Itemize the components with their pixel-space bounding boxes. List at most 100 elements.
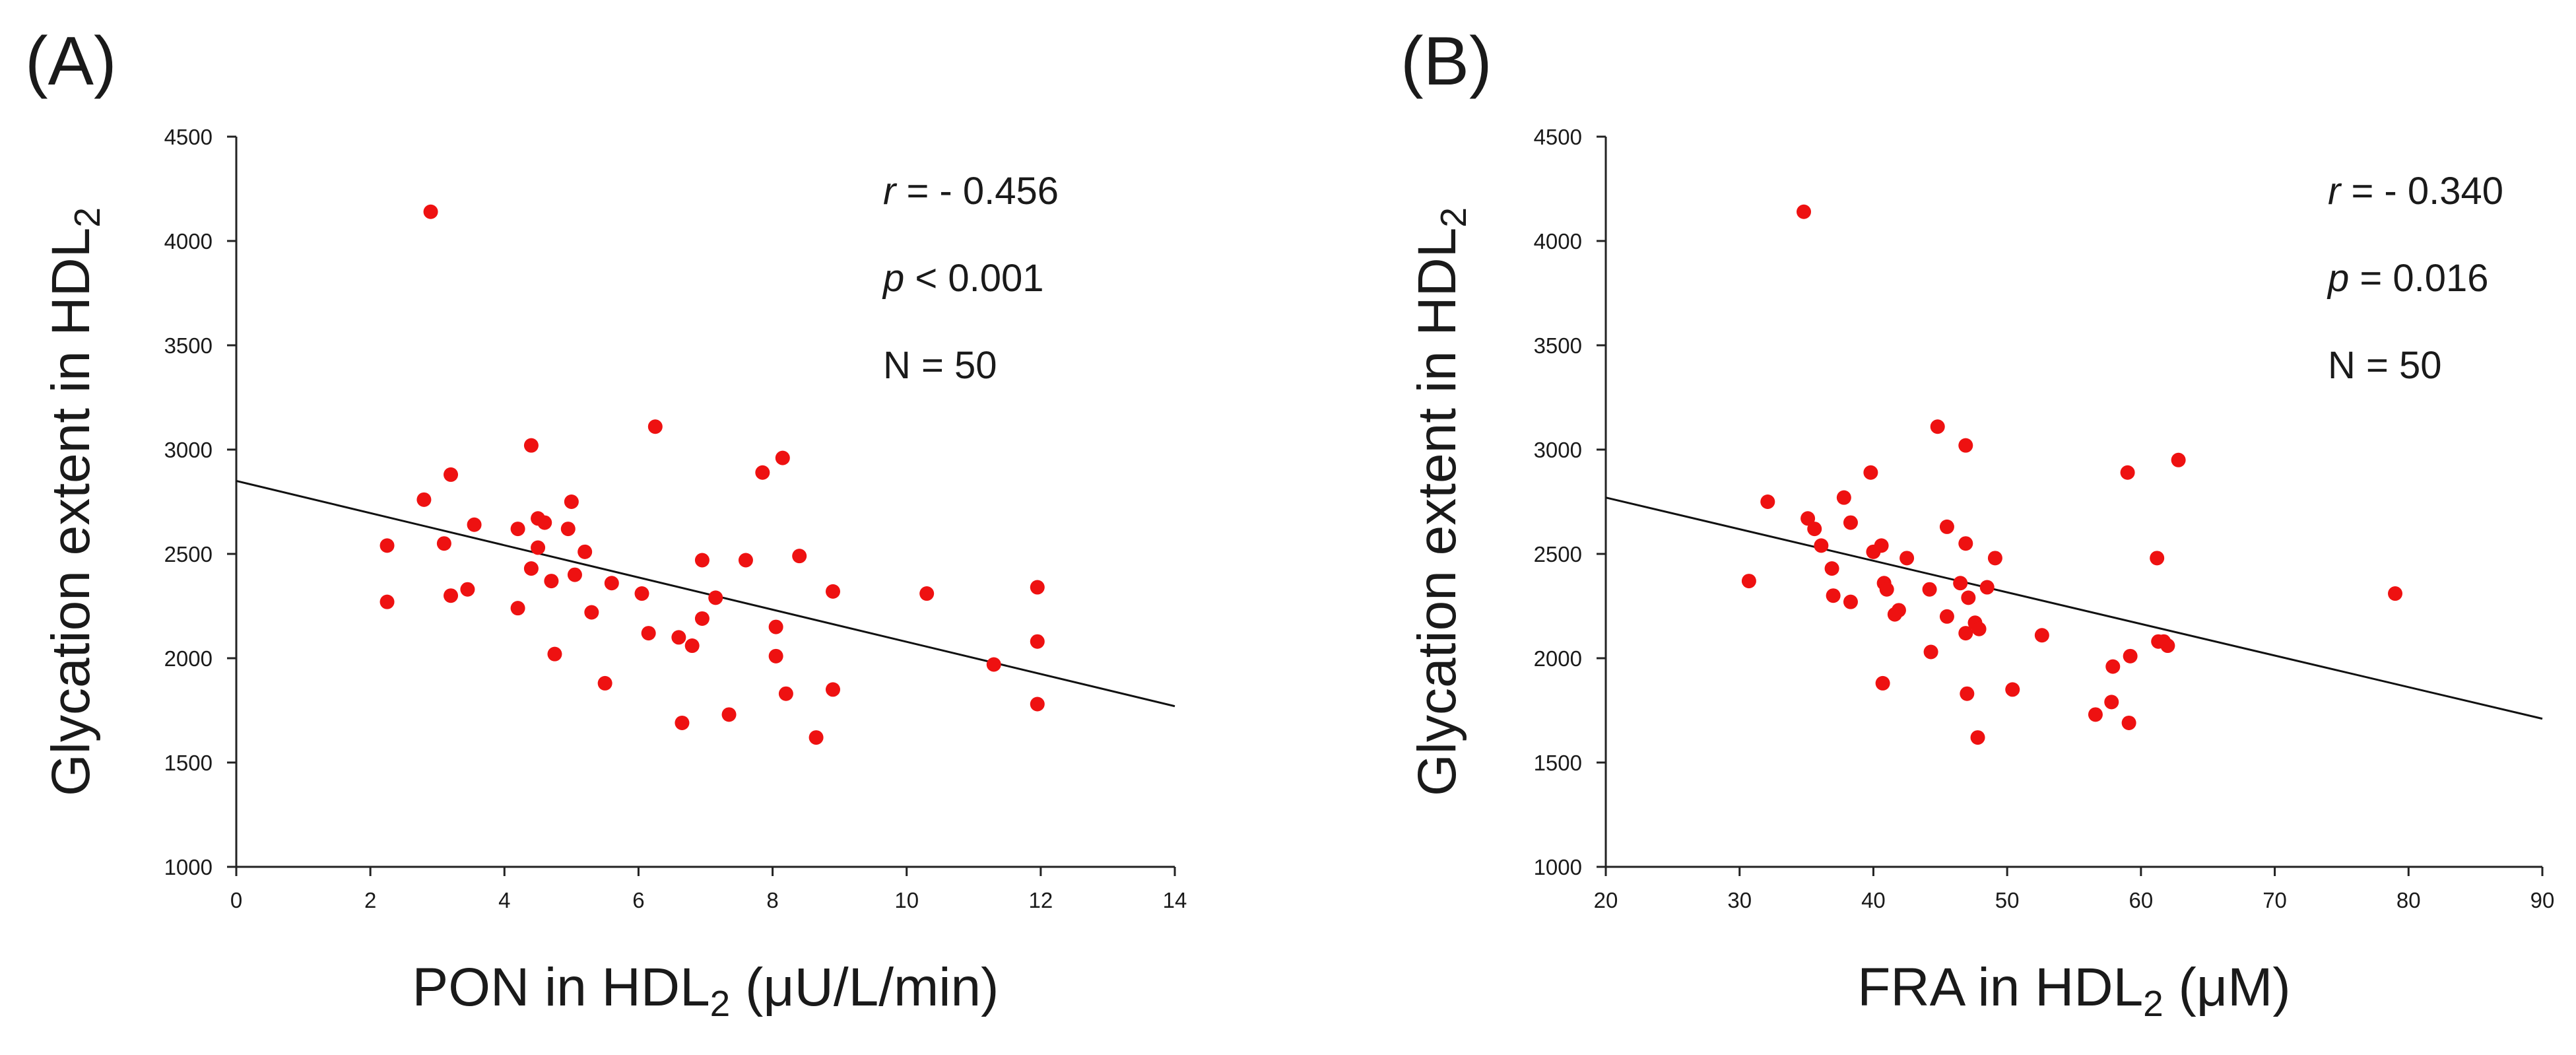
data-point: [416, 492, 432, 507]
data-point: [1899, 551, 1915, 566]
x-tick-label: 12: [1028, 888, 1053, 912]
data-point: [778, 686, 793, 701]
data-point: [510, 522, 525, 537]
x-tick-label: 14: [1163, 888, 1187, 912]
x-tick-label: 10: [894, 888, 919, 912]
stat-annotation: r = - 0.340: [2328, 170, 2503, 213]
x-tick-label: 6: [632, 888, 644, 912]
data-point: [1030, 580, 1045, 595]
data-point: [1939, 519, 1954, 534]
data-point: [694, 611, 710, 626]
y-tick-label: 2500: [164, 542, 213, 566]
x-tick-label: 70: [2262, 888, 2287, 912]
x-tick-label: 4: [498, 888, 510, 912]
data-point: [1814, 538, 1829, 553]
data-point: [578, 544, 593, 559]
data-point: [1760, 494, 1775, 509]
data-point: [1922, 582, 1937, 597]
y-tick-label: 1000: [164, 855, 213, 879]
panel-label: (B): [1401, 23, 1492, 100]
y-axis-title: Glycation extent in HDL2: [41, 207, 108, 796]
data-point: [1958, 438, 1973, 453]
x-tick-label: 60: [2129, 888, 2153, 912]
data-point: [2171, 452, 2186, 467]
data-point: [1939, 609, 1954, 624]
data-point: [1030, 697, 1045, 712]
y-tick-label: 2000: [1534, 646, 1582, 671]
data-point: [1961, 590, 1976, 605]
y-tick-label: 2000: [164, 646, 213, 671]
data-point: [597, 675, 612, 691]
data-point: [1030, 634, 1045, 649]
y-tick-label: 3000: [1534, 438, 1582, 462]
data-point: [444, 467, 459, 482]
data-point: [1923, 644, 1938, 660]
stat-annotation: r = - 0.456: [883, 170, 1059, 213]
data-point: [634, 586, 649, 601]
data-point: [531, 540, 546, 555]
data-point: [1979, 580, 1995, 595]
data-point: [2088, 707, 2103, 722]
x-tick-label: 2: [364, 888, 376, 912]
data-point: [460, 582, 475, 597]
data-point: [1953, 576, 1968, 591]
data-point: [2105, 659, 2121, 674]
data-point: [2005, 682, 2020, 697]
data-point: [2034, 628, 2049, 643]
data-point: [423, 204, 438, 219]
y-tick-label: 1500: [1534, 751, 1582, 775]
y-tick-label: 4500: [164, 125, 213, 149]
data-point: [523, 438, 539, 453]
data-point: [564, 494, 579, 509]
y-tick-label: 1500: [164, 751, 213, 775]
data-point: [584, 605, 599, 620]
x-axis-title: PON in HDL2 (μU/L/min): [413, 957, 999, 1024]
trendline: [236, 479, 1175, 708]
data-point: [2150, 551, 2165, 566]
data-point: [1800, 511, 1816, 526]
data-point: [1863, 465, 1878, 480]
data-point: [825, 682, 840, 697]
data-point: [792, 549, 807, 564]
data-point: [2104, 695, 2119, 710]
data-point: [1875, 675, 1890, 691]
stat-annotation: N = 50: [2328, 344, 2442, 387]
x-tick-label: 0: [230, 888, 242, 912]
data-point: [1826, 588, 1841, 603]
data-point: [694, 553, 710, 568]
data-point: [1960, 686, 1975, 701]
data-point: [1741, 574, 1756, 589]
data-point: [708, 590, 723, 605]
stat-annotation: N = 50: [883, 344, 997, 387]
data-point: [544, 574, 559, 589]
data-point: [768, 648, 783, 664]
data-point: [604, 576, 619, 591]
data-point: [2160, 638, 2175, 654]
data-point: [467, 517, 482, 532]
data-point: [380, 594, 395, 609]
data-point: [1970, 730, 1985, 745]
data-point: [721, 707, 737, 722]
data-point: [1879, 582, 1894, 597]
stat-annotation: p < 0.001: [882, 257, 1044, 300]
data-point: [537, 515, 552, 530]
y-tick-label: 3500: [1534, 333, 1582, 358]
data-point: [380, 538, 395, 553]
data-point: [523, 561, 539, 576]
y-tick-label: 2500: [1534, 542, 1582, 566]
y-tick-label: 4000: [164, 229, 213, 254]
trendline: [1605, 496, 2543, 720]
data-point: [444, 588, 459, 603]
data-point: [547, 646, 562, 662]
data-point: [2123, 648, 2138, 664]
data-point: [1930, 419, 1945, 434]
data-point: [1797, 204, 1812, 219]
data-point: [755, 465, 770, 480]
panel-b: (B) 20 30 40 50 60 70 80 90 1000 1500 2000 2500 3000 3…: [1401, 23, 2554, 1024]
x-tick-label: 30: [1727, 888, 1752, 912]
x-axis-title: FRA in HDL2 (μM): [1857, 957, 2290, 1024]
x-tick-label: 50: [1995, 888, 2020, 912]
x-tick-label: 90: [2530, 888, 2555, 912]
data-point: [1971, 621, 1987, 636]
data-point: [809, 730, 824, 745]
